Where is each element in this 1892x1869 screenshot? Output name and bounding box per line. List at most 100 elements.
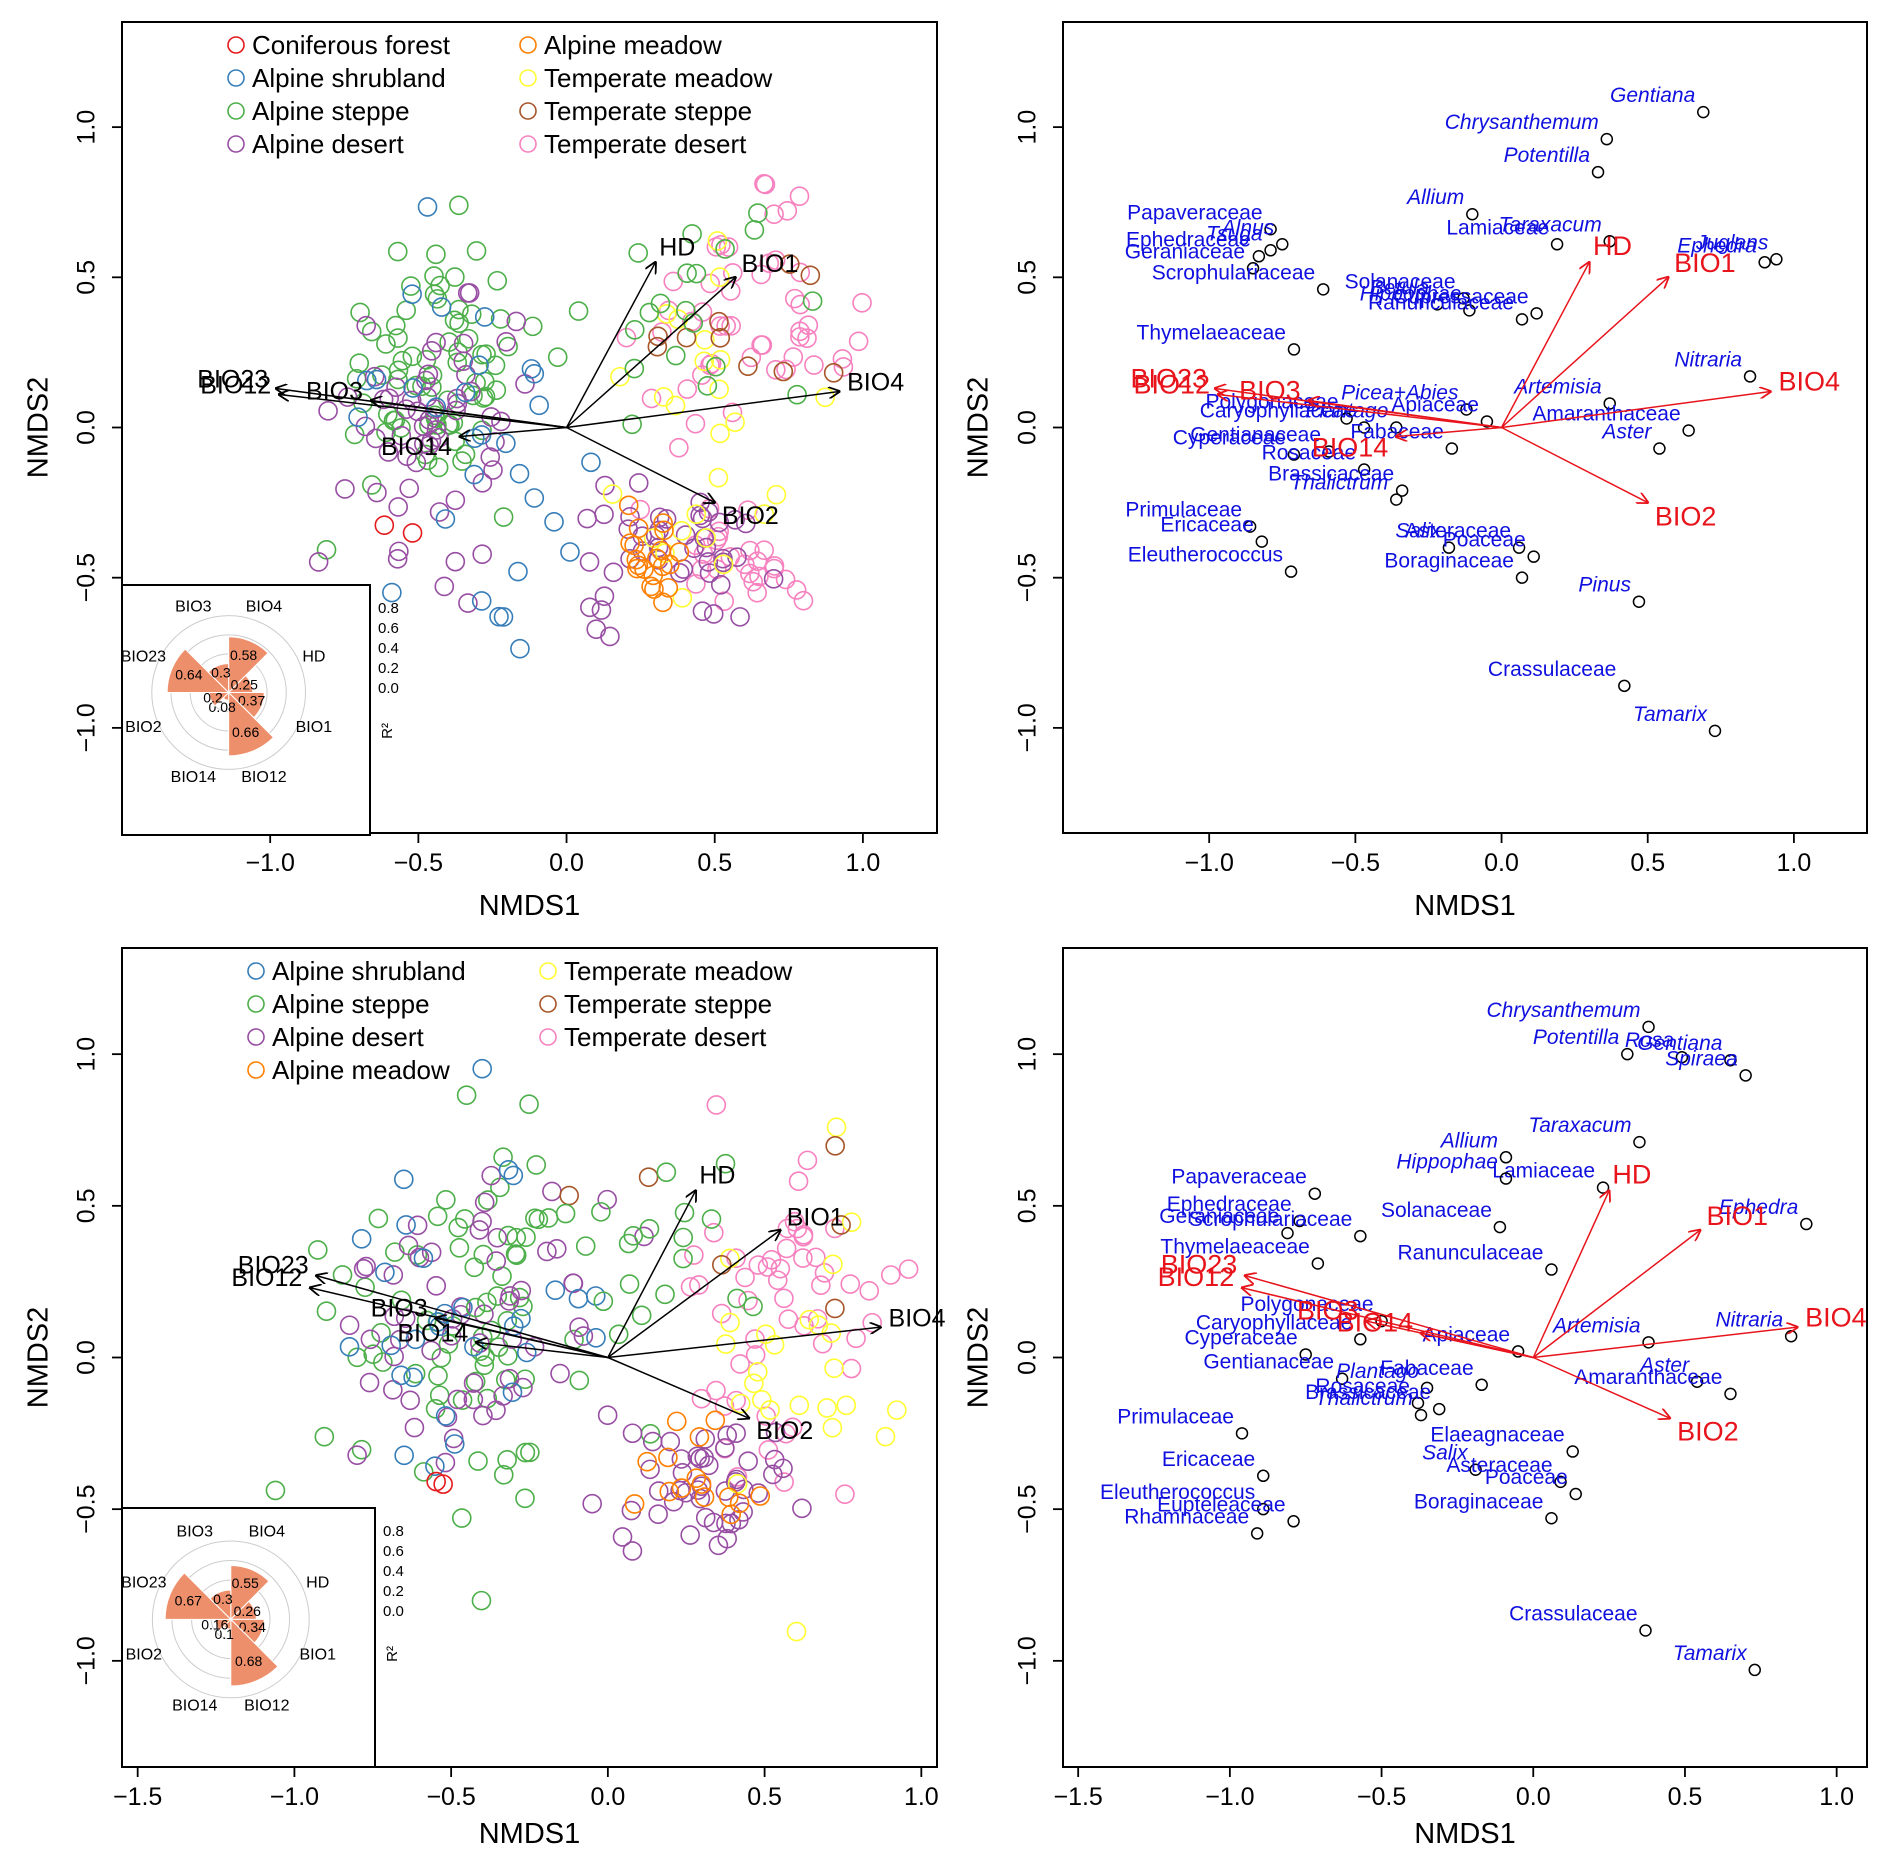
sample-point: [520, 1442, 540, 1463]
polar-scale-label: 0.6: [378, 620, 399, 637]
taxon-label: Geraniaceae: [1159, 1205, 1279, 1228]
vector-label: BIO14: [381, 433, 452, 461]
sample-point: [439, 332, 459, 352]
sample-point: [622, 414, 642, 435]
sample-point: [660, 1431, 681, 1452]
sample-point: [441, 1325, 462, 1346]
taxon-label: Aster: [1638, 1354, 1690, 1377]
vector-label: BIO4: [1778, 366, 1840, 396]
sample-point: [835, 1484, 855, 1505]
sample-point: [710, 328, 731, 348]
taxon-point: [1633, 1135, 1646, 1149]
x-tick-label: −0.5: [1357, 1783, 1406, 1811]
y-tick-label: −1.0: [1014, 703, 1042, 752]
taxon-point: [1697, 105, 1710, 119]
sample-point: [465, 1297, 486, 1318]
vector-arrow: [460, 426, 567, 437]
sample-point: [663, 271, 684, 292]
sample-point: [670, 1480, 690, 1501]
taxon-label: Boraginaceae: [1414, 1490, 1544, 1513]
y-axis-title: NMDS2: [23, 377, 55, 479]
sample-point: [385, 1242, 405, 1262]
taxon-label: Alnus: [1220, 216, 1275, 239]
y-tick-label: −1.0: [1014, 1636, 1042, 1685]
sample-point: [455, 444, 476, 465]
sample-point: [744, 220, 765, 240]
x-axis-title: NMDS1: [479, 1818, 581, 1850]
sample-point: [790, 294, 810, 315]
taxon-label: Crassulaceae: [1509, 1603, 1637, 1626]
sample-point: [350, 302, 370, 323]
legend-marker: [539, 1028, 557, 1046]
taxon-label: Tamarix: [1673, 1642, 1748, 1665]
sample-point: [455, 382, 476, 403]
taxon-label: Papaveraceae: [1171, 1166, 1306, 1189]
y-tick-label: 0.0: [73, 1340, 101, 1375]
taxon-label: Plantago: [1305, 400, 1388, 423]
sample-point: [404, 1417, 425, 1438]
sample-point: [789, 1395, 810, 1416]
sample-point: [766, 484, 787, 505]
sample-point: [509, 1287, 530, 1308]
sample-point: [428, 457, 449, 478]
sample-point: [426, 1471, 446, 1492]
polar-wedge: [164, 1572, 232, 1620]
taxon-point: [1395, 484, 1409, 497]
vector-label: BIO1: [1706, 1201, 1768, 1231]
sample-point: [559, 1185, 579, 1206]
sample-point: [421, 341, 442, 361]
sample-point: [787, 384, 807, 405]
vector-label: BIO2: [722, 502, 779, 530]
sample-point: [383, 1265, 404, 1285]
sample-point: [706, 1095, 727, 1115]
taxon-label: Poaceae: [1443, 529, 1526, 552]
sample-point: [639, 1219, 660, 1239]
sample-point: [730, 1393, 751, 1414]
sample-point: [480, 447, 501, 467]
taxon-point: [1243, 520, 1257, 533]
sample-point: [841, 1212, 862, 1232]
y-axis-title: NMDS2: [963, 377, 995, 479]
x-tick-label: −1.5: [1053, 1783, 1102, 1811]
polar-category-label: BIO2: [126, 1647, 163, 1664]
taxon-label: Hippophae: [1360, 282, 1462, 305]
sample-point: [794, 1316, 814, 1336]
sample-point: [752, 335, 773, 355]
taxon-point: [1463, 304, 1476, 317]
y-tick-label: 0.0: [1014, 410, 1042, 445]
sample-point: [800, 265, 821, 286]
taxon-point: [1284, 565, 1298, 578]
sample-point: [591, 1202, 611, 1222]
vector-label: BIO4: [847, 368, 904, 396]
vector-arrow: [476, 1342, 608, 1359]
sample-point: [722, 402, 743, 423]
sample-point: [515, 1369, 535, 1390]
sample-point: [707, 231, 728, 251]
sample-point: [875, 1426, 896, 1447]
sample-point: [641, 388, 662, 409]
sample-point: [469, 355, 489, 376]
x-tick-label: −0.5: [1331, 849, 1380, 877]
taxon-label: Allium: [1439, 1129, 1498, 1152]
taxon-label: Primulaceae: [1125, 499, 1242, 522]
taxon-point: [1621, 1047, 1634, 1061]
sample-point: [515, 1442, 536, 1463]
taxon-label: Chrysanthemum: [1445, 111, 1599, 134]
y-tick-label: −1.0: [73, 703, 101, 752]
sample-point: [823, 1254, 843, 1275]
vector-label: BIO12: [231, 1264, 302, 1292]
taxon-point: [1493, 1220, 1507, 1234]
sample-point: [786, 1621, 807, 1642]
sample-point: [618, 495, 639, 516]
sample-point: [575, 1236, 596, 1256]
x-tick-label: 0.0: [590, 1783, 625, 1811]
sample-point: [654, 520, 674, 541]
taxon-label: Eleutherococcus: [1100, 1481, 1255, 1504]
sample-point: [710, 423, 730, 444]
polar-category-label: BIO3: [175, 598, 212, 615]
vector-label: BIO2: [756, 1417, 813, 1445]
sample-point: [435, 1406, 456, 1426]
sample-point: [720, 1312, 740, 1333]
polar-inset: 0.55BIO40.26HD0.34BIO10.68BIO120.1BIO140…: [121, 1507, 376, 1768]
